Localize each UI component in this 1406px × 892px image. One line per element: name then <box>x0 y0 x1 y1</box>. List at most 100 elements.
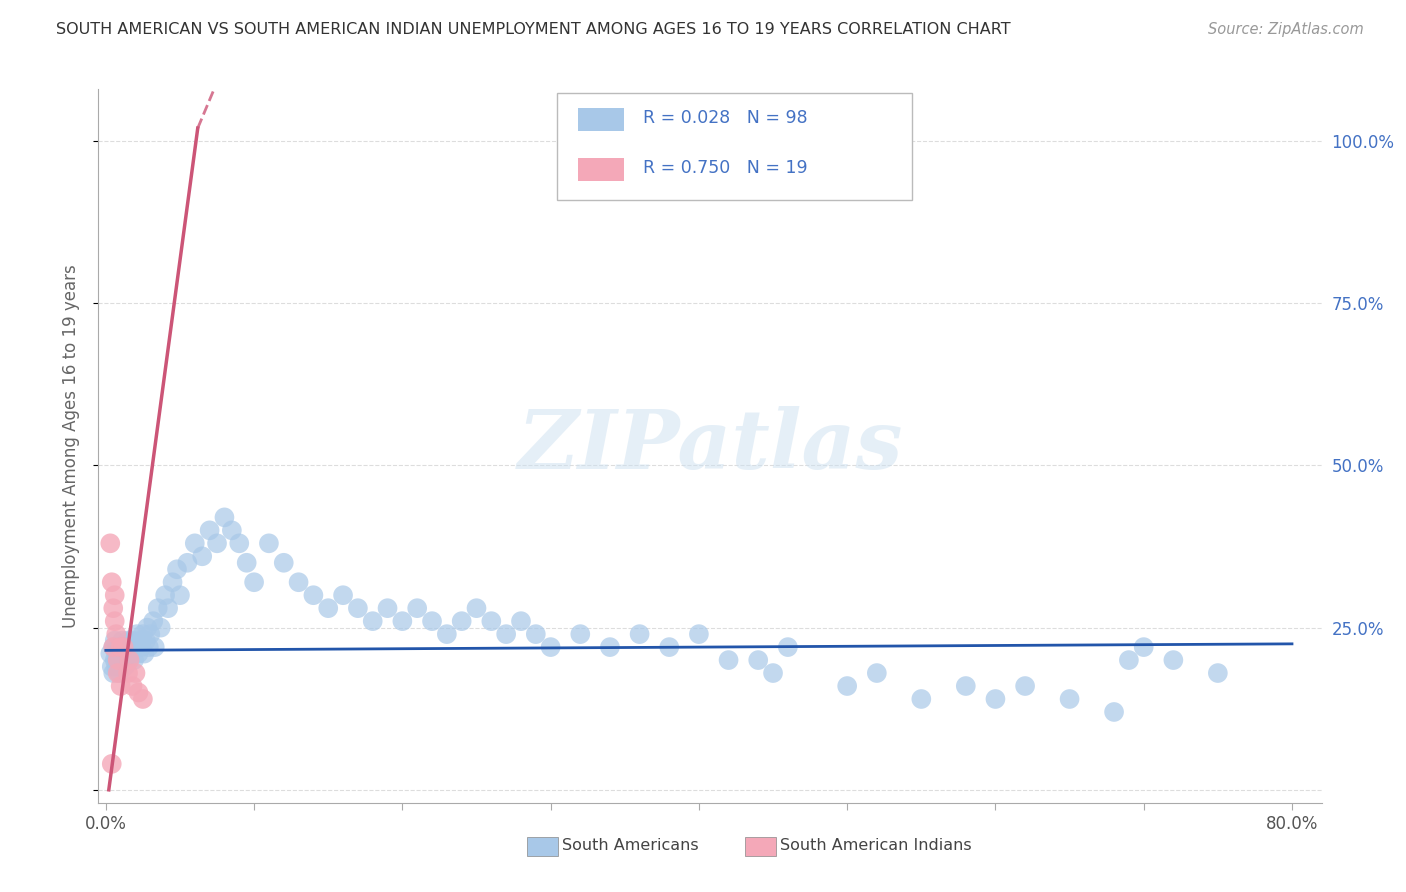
Bar <box>578 158 624 180</box>
Point <box>121 679 143 693</box>
Point <box>104 588 127 602</box>
Point <box>524 627 547 641</box>
Point <box>117 633 139 648</box>
Point <box>495 627 517 641</box>
Point <box>103 640 125 654</box>
Point <box>115 647 138 661</box>
Point <box>465 601 488 615</box>
Point <box>377 601 399 615</box>
Point <box>1163 653 1185 667</box>
Point <box>510 614 533 628</box>
Point <box>100 575 122 590</box>
Point <box>110 640 132 654</box>
Point <box>107 653 129 667</box>
Point <box>110 653 132 667</box>
Point <box>110 640 132 654</box>
Point <box>111 659 134 673</box>
Point <box>955 679 977 693</box>
Point <box>332 588 354 602</box>
Point <box>103 666 125 681</box>
Point <box>118 640 141 654</box>
Point <box>132 692 155 706</box>
Point <box>628 627 651 641</box>
Text: ZIPatlas: ZIPatlas <box>517 406 903 486</box>
Point <box>134 647 156 661</box>
Text: SOUTH AMERICAN VS SOUTH AMERICAN INDIAN UNEMPLOYMENT AMONG AGES 16 TO 19 YEARS C: SOUTH AMERICAN VS SOUTH AMERICAN INDIAN … <box>56 22 1011 37</box>
Point <box>214 510 236 524</box>
Point <box>347 601 370 615</box>
Point <box>910 692 932 706</box>
Point <box>688 627 710 641</box>
Text: R = 0.750   N = 19: R = 0.750 N = 19 <box>643 159 807 177</box>
Point <box>104 633 127 648</box>
Point <box>191 549 214 564</box>
Point <box>124 640 146 654</box>
Point <box>112 653 135 667</box>
Point <box>136 621 159 635</box>
Y-axis label: Unemployment Among Ages 16 to 19 years: Unemployment Among Ages 16 to 19 years <box>62 264 80 628</box>
Point <box>105 659 128 673</box>
Point <box>243 575 266 590</box>
Point <box>302 588 325 602</box>
Point <box>599 640 621 654</box>
Point <box>153 588 176 602</box>
Point <box>139 627 162 641</box>
Point <box>117 653 139 667</box>
Point <box>658 640 681 654</box>
Point <box>169 588 191 602</box>
Point <box>450 614 472 628</box>
Point <box>114 640 136 654</box>
Point <box>104 653 127 667</box>
Point <box>143 640 166 654</box>
Point <box>127 647 149 661</box>
Point <box>866 666 889 681</box>
Point <box>104 614 127 628</box>
Point <box>1102 705 1125 719</box>
Point <box>569 627 592 641</box>
Point <box>1014 679 1036 693</box>
Point <box>149 621 172 635</box>
Point <box>107 666 129 681</box>
Point <box>118 653 141 667</box>
Point <box>98 536 121 550</box>
Point <box>273 556 295 570</box>
Point <box>108 647 131 661</box>
Point <box>540 640 562 654</box>
Point <box>110 679 132 693</box>
Point <box>176 556 198 570</box>
Point <box>406 601 429 615</box>
Point <box>112 647 135 661</box>
Point <box>146 601 169 615</box>
Point <box>166 562 188 576</box>
Point <box>100 756 122 771</box>
Point <box>205 536 228 550</box>
Point <box>138 640 160 654</box>
Point <box>142 614 165 628</box>
Point <box>776 640 799 654</box>
Point <box>107 653 129 667</box>
Point <box>1206 666 1229 681</box>
FancyBboxPatch shape <box>557 93 912 200</box>
Point <box>479 614 502 628</box>
Point <box>121 633 143 648</box>
Point <box>235 556 257 570</box>
Point <box>316 601 339 615</box>
Point <box>717 653 740 667</box>
Point <box>1118 653 1140 667</box>
Point <box>157 601 180 615</box>
Point <box>112 640 135 654</box>
Point <box>117 666 139 681</box>
Point <box>103 640 125 654</box>
Point <box>127 685 149 699</box>
Point <box>125 627 148 641</box>
Point <box>124 666 146 681</box>
Point <box>184 536 207 550</box>
Point <box>135 633 157 648</box>
Point <box>391 614 413 628</box>
Point <box>105 647 128 661</box>
Point <box>1132 640 1154 654</box>
Point <box>198 524 221 538</box>
Text: South American Indians: South American Indians <box>780 838 972 853</box>
Point <box>105 627 128 641</box>
Point <box>1059 692 1081 706</box>
